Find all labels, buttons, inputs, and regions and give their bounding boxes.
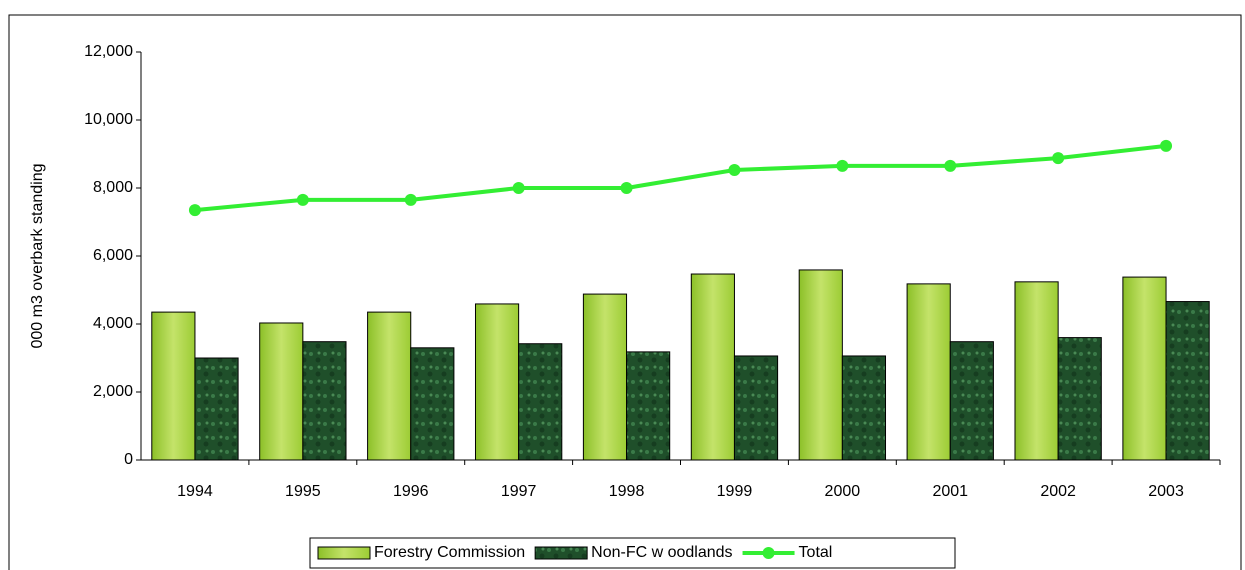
legend-label: Non-FC w oodlands xyxy=(591,544,732,561)
point xyxy=(1052,152,1065,165)
legend-swatch xyxy=(317,546,371,560)
point xyxy=(512,182,525,194)
bar xyxy=(151,311,196,461)
bar xyxy=(733,355,779,461)
point xyxy=(188,204,201,217)
bar xyxy=(582,293,628,461)
bar xyxy=(949,341,994,461)
bar xyxy=(626,351,671,461)
bar xyxy=(1122,276,1167,461)
y-tick-label: 6,000 xyxy=(93,247,133,264)
x-tick-label: 1997 xyxy=(501,483,537,500)
legend-label: Forestry Commission xyxy=(374,544,525,561)
x-tick-label: 1999 xyxy=(717,483,753,500)
bar xyxy=(410,347,455,461)
y-tick-label: 8,000 xyxy=(93,179,133,196)
x-tick-label: 2003 xyxy=(1148,483,1184,500)
bar xyxy=(906,283,951,461)
bar xyxy=(194,357,239,461)
x-tick-label: 1996 xyxy=(393,483,429,500)
chart-border xyxy=(8,14,1242,570)
legend-label: Total xyxy=(799,544,833,561)
x-tick-label: 2000 xyxy=(825,483,861,500)
line xyxy=(194,143,1167,213)
x-tick-label: 2002 xyxy=(1040,483,1076,500)
point xyxy=(836,159,849,172)
y-tick-label: 4,000 xyxy=(93,315,133,332)
bar xyxy=(841,355,887,461)
point xyxy=(404,193,417,206)
legend-swatch xyxy=(762,547,775,559)
bar xyxy=(259,322,304,461)
point xyxy=(944,159,957,172)
bar xyxy=(798,269,843,461)
bar xyxy=(518,343,563,461)
legend-swatch xyxy=(534,546,588,560)
y-tick-label: 10,000 xyxy=(84,111,133,128)
x-tick-label: 1998 xyxy=(609,483,645,500)
bar xyxy=(1165,301,1210,461)
bar xyxy=(302,341,347,461)
x-tick-label: 2001 xyxy=(932,483,968,500)
bar xyxy=(367,311,412,461)
y-tick-label: 0 xyxy=(124,451,133,468)
bar xyxy=(690,273,735,461)
point xyxy=(296,193,309,206)
point xyxy=(1160,139,1173,152)
bar xyxy=(1014,281,1059,461)
bar xyxy=(474,303,520,461)
point xyxy=(620,182,633,194)
y-axis-title: 000 m3 overbark standing xyxy=(29,164,46,349)
y-tick-label: 12,000 xyxy=(84,43,133,60)
x-tick-label: 1994 xyxy=(177,483,213,500)
bar xyxy=(1057,337,1102,461)
legend-box xyxy=(309,537,956,569)
point xyxy=(728,163,741,176)
x-tick-label: 1995 xyxy=(285,483,321,500)
y-tick-label: 2,000 xyxy=(93,383,133,400)
